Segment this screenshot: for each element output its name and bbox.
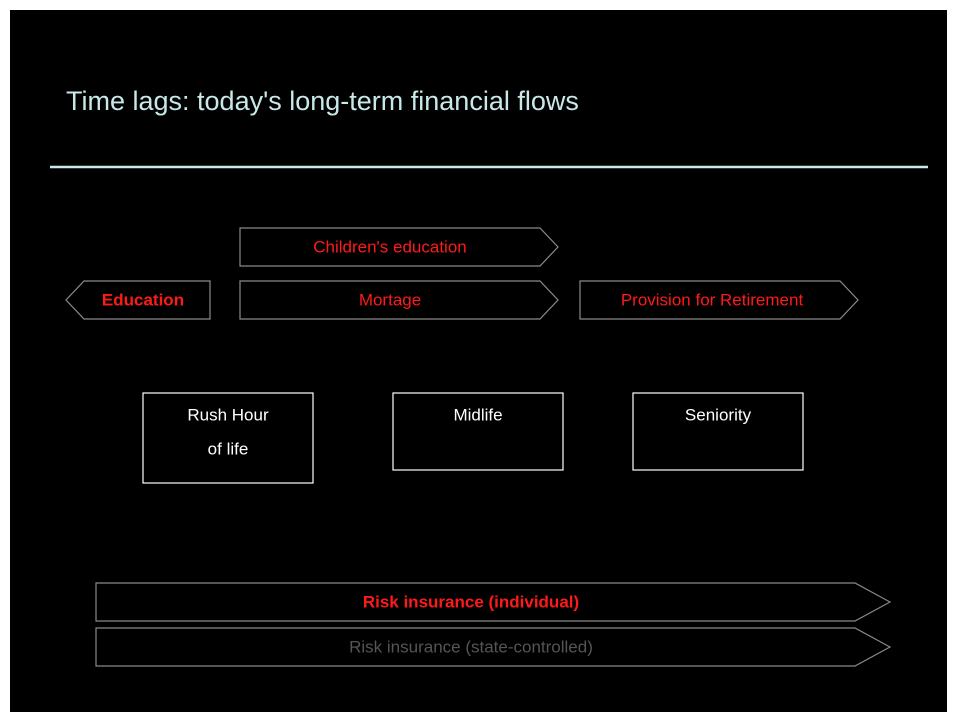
phase-label: Rush Hour: [187, 405, 269, 424]
flow-arrow: [65, 280, 211, 320]
flow-label: Provision for Retirement: [621, 290, 804, 309]
flow-label: Risk insurance (individual): [363, 592, 579, 611]
phase-label: Seniority: [685, 405, 752, 424]
flow-arrow: [239, 227, 559, 267]
phase-label: of life: [208, 439, 249, 458]
flow-label: Mortage: [359, 290, 421, 309]
slide-title: Time lags: today's long-term financial f…: [66, 86, 579, 116]
flow-label: Risk insurance (state-controlled): [349, 637, 593, 656]
flow-arrow: [95, 627, 892, 667]
flow-arrow: [579, 280, 859, 320]
flow-arrow: [239, 280, 559, 320]
phase-box: [142, 392, 314, 484]
slide-background: [10, 10, 947, 712]
phase-box: [632, 392, 804, 471]
phase-box: [392, 392, 564, 471]
flow-arrow: [95, 582, 892, 622]
flow-label: Education: [102, 290, 184, 309]
flow-label: Children's education: [313, 237, 467, 256]
phase-label: Midlife: [453, 405, 502, 424]
